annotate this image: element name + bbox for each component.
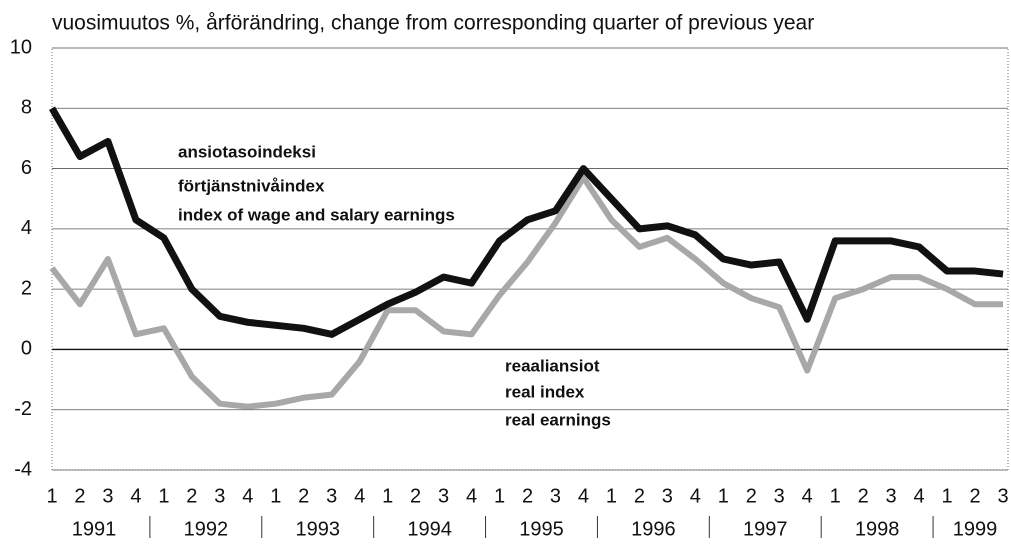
- x-tick-label: 1: [46, 485, 57, 507]
- annotation: index of wage and salary earnings: [178, 205, 455, 224]
- x-tick-label: 2: [969, 485, 980, 507]
- x-tick-label: 1: [270, 485, 281, 507]
- x-tick-label: 4: [130, 485, 141, 507]
- y-tick-label: 4: [21, 217, 32, 239]
- year-label: 1999: [953, 518, 998, 540]
- x-tick-label: 1: [606, 485, 617, 507]
- x-tick-label: 4: [802, 485, 813, 507]
- x-tick-label: 3: [774, 485, 785, 507]
- x-tick-label: 2: [186, 485, 197, 507]
- annotation: real index: [505, 382, 585, 401]
- x-tick-label: 1: [158, 485, 169, 507]
- x-tick-label: 3: [102, 485, 113, 507]
- x-tick-label: 4: [914, 485, 925, 507]
- year-label: 1993: [295, 518, 340, 540]
- x-tick-label: 1: [830, 485, 841, 507]
- x-tick-label: 1: [382, 485, 393, 507]
- x-tick-label: 3: [886, 485, 897, 507]
- x-tick-label: 1: [494, 485, 505, 507]
- year-label: 1998: [855, 518, 900, 540]
- series-line: [48, 106, 1004, 338]
- chart-title: vuosimuutos %, årförändring, change from…: [52, 12, 814, 35]
- y-tick-label: 8: [21, 97, 32, 119]
- x-tick-label: 2: [410, 485, 421, 507]
- year-label: 1994: [407, 518, 452, 540]
- x-tick-label: 2: [746, 485, 757, 507]
- x-tick-label: 4: [466, 485, 477, 507]
- y-tick-label: 6: [21, 157, 32, 179]
- year-label: 1995: [519, 518, 564, 540]
- x-tick-label: 2: [298, 485, 309, 507]
- x-tick-label: 4: [690, 485, 701, 507]
- annotation: ansiotasoindeksi: [178, 142, 316, 161]
- x-tick-label: 3: [326, 485, 337, 507]
- x-tick-label: 3: [550, 485, 561, 507]
- x-tick-label: 4: [354, 485, 365, 507]
- y-tick-label: 10: [10, 36, 32, 58]
- y-tick-label: 2: [21, 277, 32, 299]
- year-label: 1996: [631, 518, 676, 540]
- series-line: [49, 174, 1003, 410]
- x-tick-label: 2: [522, 485, 533, 507]
- x-tick-label: 3: [438, 485, 449, 507]
- annotation: real earnings: [505, 410, 611, 429]
- annotation: reaaliansiot: [505, 356, 600, 375]
- y-tick-label: -2: [14, 398, 32, 420]
- x-tick-label: 4: [578, 485, 589, 507]
- x-tick-label: 1: [718, 485, 729, 507]
- x-tick-label: 1: [941, 485, 952, 507]
- year-label: 1992: [184, 518, 229, 540]
- year-label: 1997: [743, 518, 788, 540]
- y-tick-label: -4: [14, 458, 32, 480]
- x-tick-label: 2: [858, 485, 869, 507]
- x-tick-label: 4: [242, 485, 253, 507]
- x-tick-label: 2: [74, 485, 85, 507]
- annotation: förtjänstnivåindex: [178, 176, 325, 195]
- y-tick-label: 0: [21, 338, 32, 360]
- x-tick-label: 3: [997, 485, 1008, 507]
- x-tick-label: 2: [634, 485, 645, 507]
- x-tick-label: 3: [662, 485, 673, 507]
- x-tick-label: 3: [214, 485, 225, 507]
- year-label: 1991: [72, 518, 117, 540]
